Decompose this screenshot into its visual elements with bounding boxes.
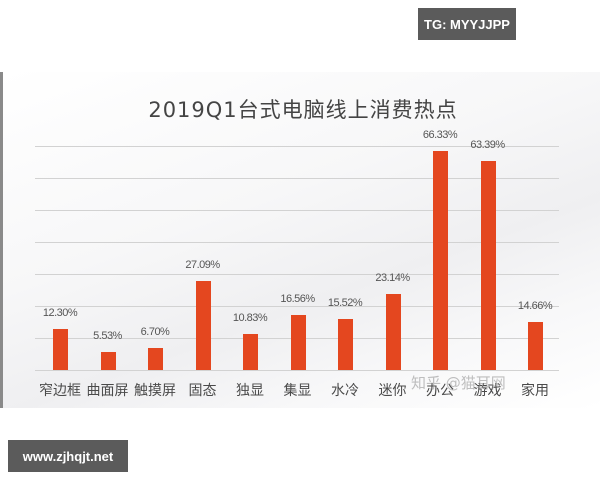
bar-1: [100, 351, 116, 370]
bar-8: [433, 151, 448, 370]
gridline: [35, 306, 559, 307]
gridline: [35, 178, 559, 179]
category-label: 触摸屏: [134, 383, 176, 399]
category-label: 办公: [426, 383, 454, 399]
category-label: 固态: [188, 383, 217, 399]
bar-5: [290, 315, 306, 370]
telegram-badge: TG: MYYJJPP: [418, 8, 516, 40]
gridline: [35, 274, 559, 275]
chart-title: 2019Q1台式电脑线上消费热点: [148, 98, 458, 122]
bar-0: [53, 329, 68, 370]
category-label: 曲面屏: [86, 383, 129, 399]
gridline: [35, 210, 559, 211]
category-label: 游戏: [473, 383, 502, 399]
category-label: 集显: [283, 383, 312, 399]
value-label: 12.30%: [42, 307, 78, 320]
gridline: [35, 242, 559, 243]
bar-4: [243, 334, 258, 370]
value-label: 10.83%: [232, 312, 268, 325]
category-label: 独显: [236, 383, 264, 399]
bar-10: [528, 321, 543, 370]
bar-6: [338, 318, 353, 370]
bar-2: [148, 347, 163, 370]
value-label: 5.53%: [93, 329, 122, 342]
plot-area: 12.30% 窄边框 5.53% 曲面屏 6.70% 触摸屏 27.09% 固态 10.83% 独…: [35, 72, 559, 408]
value-label: 6.70%: [140, 325, 170, 338]
value-label: 66.33%: [422, 129, 458, 142]
gridline: [35, 370, 559, 371]
value-label: 63.39%: [470, 138, 505, 151]
bar-7: [385, 293, 401, 370]
bar-3: [195, 280, 211, 370]
website-badge: www.zjhqjt.net: [8, 440, 128, 472]
value-label: 14.66%: [517, 299, 553, 312]
chart-panel: 2019Q1台式电脑线上消费热点 12.30% 窄边框 5.53% 曲面屏 6.70% 触…: [0, 72, 600, 408]
gridline: [35, 146, 559, 147]
category-label: 迷你: [378, 383, 407, 399]
category-label: 家用: [521, 383, 549, 399]
zhihu-watermark: 知乎 @猫耳网: [411, 374, 506, 392]
value-label: 27.09%: [185, 258, 220, 271]
value-label: 16.56%: [280, 293, 315, 306]
category-label: 水冷: [331, 383, 359, 399]
value-label: 23.14%: [375, 271, 410, 284]
bar-9: [480, 160, 496, 370]
value-label: 15.52%: [327, 296, 363, 309]
category-label: 窄边框: [39, 383, 81, 399]
